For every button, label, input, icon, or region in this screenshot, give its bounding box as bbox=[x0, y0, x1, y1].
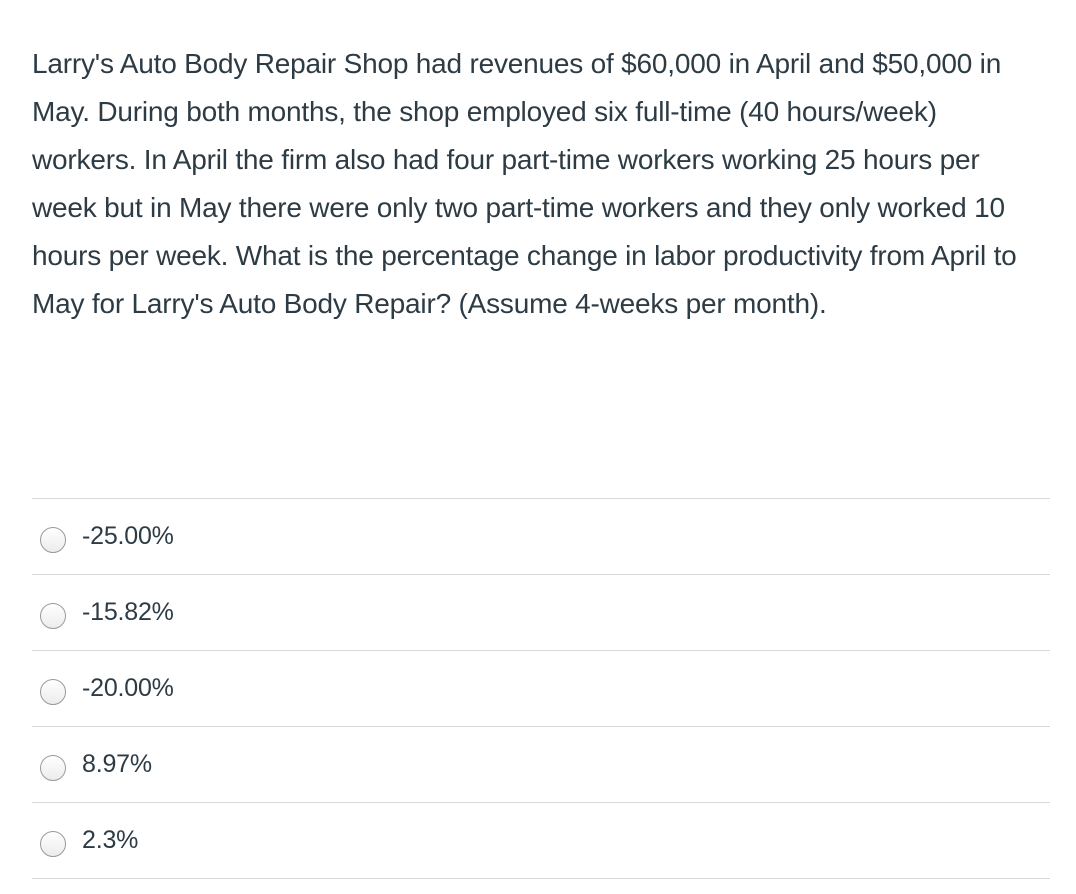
answer-option-5[interactable]: 2.3% bbox=[32, 803, 1050, 879]
question-text: Larry's Auto Body Repair Shop had revenu… bbox=[32, 48, 1017, 319]
radio-button[interactable] bbox=[40, 526, 66, 553]
answer-label: 2.3% bbox=[82, 826, 139, 854]
radio-button[interactable] bbox=[40, 678, 66, 705]
answer-option-1[interactable]: -25.00% bbox=[32, 499, 1050, 575]
radio-button[interactable] bbox=[40, 830, 66, 857]
answer-label: -15.82% bbox=[82, 598, 174, 626]
answer-list: -25.00% -15.82% -20.00% 8.97% 2.3% bbox=[32, 498, 1050, 879]
answer-option-4[interactable]: 8.97% bbox=[32, 727, 1050, 803]
radio-button[interactable] bbox=[40, 754, 66, 781]
radio-button[interactable] bbox=[40, 602, 66, 629]
answer-label: 8.97% bbox=[82, 750, 152, 778]
answer-option-2[interactable]: -15.82% bbox=[32, 575, 1050, 651]
answer-label: -25.00% bbox=[82, 522, 174, 550]
answer-label: -20.00% bbox=[82, 674, 174, 702]
answer-option-3[interactable]: -20.00% bbox=[32, 651, 1050, 727]
